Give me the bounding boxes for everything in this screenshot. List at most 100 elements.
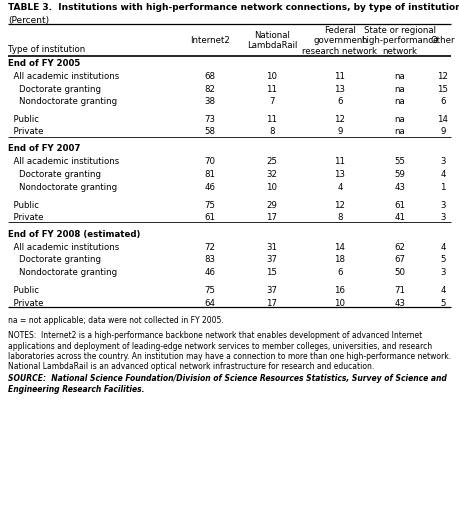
Text: 46: 46 (205, 268, 215, 277)
Text: National
LambdaRail: National LambdaRail (247, 31, 297, 50)
Text: 43: 43 (394, 183, 405, 191)
Text: 43: 43 (394, 299, 405, 307)
Text: Federal
government
research network: Federal government research network (302, 26, 377, 55)
Text: End of FY 2008 (estimated): End of FY 2008 (estimated) (8, 229, 140, 239)
Text: 3: 3 (440, 213, 446, 222)
Text: 73: 73 (205, 115, 215, 124)
Text: State or regional
high-performance
network: State or regional high-performance netwo… (361, 26, 439, 55)
Text: 72: 72 (205, 243, 215, 252)
Text: 15: 15 (437, 85, 448, 93)
Text: 58: 58 (205, 128, 215, 136)
Text: 37: 37 (267, 286, 278, 295)
Text: 5: 5 (440, 255, 446, 265)
Text: End of FY 2007: End of FY 2007 (8, 144, 80, 153)
Text: All academic institutions: All academic institutions (8, 157, 119, 167)
Text: 8: 8 (269, 128, 275, 136)
Text: 4: 4 (440, 243, 446, 252)
Text: 3: 3 (440, 268, 446, 277)
Text: 61: 61 (205, 213, 215, 222)
Text: Internet2: Internet2 (190, 36, 230, 45)
Text: 38: 38 (205, 97, 215, 106)
Text: 3: 3 (440, 201, 446, 209)
Text: 17: 17 (267, 213, 278, 222)
Text: 12: 12 (335, 115, 346, 124)
Text: 41: 41 (394, 213, 405, 222)
Text: 64: 64 (205, 299, 215, 307)
Text: Public: Public (8, 115, 39, 124)
Text: 9: 9 (440, 128, 446, 136)
Text: 7: 7 (269, 97, 275, 106)
Text: Doctorate granting: Doctorate granting (8, 85, 101, 93)
Text: 10: 10 (335, 299, 346, 307)
Text: 17: 17 (267, 299, 278, 307)
Text: 14: 14 (335, 243, 346, 252)
Text: TABLE 3.  Institutions with high-performance network connections, by type of ins: TABLE 3. Institutions with high-performa… (8, 3, 459, 12)
Text: na: na (395, 97, 405, 106)
Text: 5: 5 (440, 299, 446, 307)
Text: Type of institution: Type of institution (8, 46, 85, 54)
Text: 12: 12 (335, 201, 346, 209)
Text: Public: Public (8, 201, 39, 209)
Text: 9: 9 (337, 128, 343, 136)
Text: na: na (395, 85, 405, 93)
Text: 70: 70 (205, 157, 215, 167)
Text: 71: 71 (394, 286, 405, 295)
Text: 4: 4 (440, 286, 446, 295)
Text: 15: 15 (267, 268, 278, 277)
Text: 32: 32 (267, 170, 278, 179)
Text: 67: 67 (394, 255, 405, 265)
Text: na: na (395, 128, 405, 136)
Text: Doctorate granting: Doctorate granting (8, 255, 101, 265)
Text: 4: 4 (440, 170, 446, 179)
Text: 10: 10 (267, 183, 278, 191)
Text: 11: 11 (267, 115, 278, 124)
Text: (Percent): (Percent) (8, 16, 49, 25)
Text: 13: 13 (335, 85, 346, 93)
Text: Private: Private (8, 128, 44, 136)
Text: All academic institutions: All academic institutions (8, 243, 119, 252)
Text: SOURCE:  National Science Foundation/Division of Science Resources Statistics, S: SOURCE: National Science Foundation/Divi… (8, 374, 447, 393)
Text: 11: 11 (335, 157, 346, 167)
Text: 81: 81 (205, 170, 215, 179)
Text: 61: 61 (394, 201, 405, 209)
Text: 3: 3 (440, 157, 446, 167)
Text: 18: 18 (335, 255, 346, 265)
Text: 50: 50 (394, 268, 405, 277)
Text: Public: Public (8, 286, 39, 295)
Text: 46: 46 (205, 183, 215, 191)
Text: 6: 6 (337, 268, 343, 277)
Text: 75: 75 (205, 286, 215, 295)
Text: 29: 29 (267, 201, 277, 209)
Text: 75: 75 (205, 201, 215, 209)
Text: 55: 55 (394, 157, 405, 167)
Text: 6: 6 (337, 97, 343, 106)
Text: Doctorate granting: Doctorate granting (8, 170, 101, 179)
Text: na: na (395, 72, 405, 81)
Text: Other: Other (431, 36, 455, 45)
Text: Private: Private (8, 213, 44, 222)
Text: 8: 8 (337, 213, 343, 222)
Text: Nondoctorate granting: Nondoctorate granting (8, 268, 117, 277)
Text: Private: Private (8, 299, 44, 307)
Text: Nondoctorate granting: Nondoctorate granting (8, 183, 117, 191)
Text: na: na (395, 115, 405, 124)
Text: 83: 83 (205, 255, 215, 265)
Text: na = not applicable; data were not collected in FY 2005.: na = not applicable; data were not colle… (8, 316, 224, 325)
Text: 1: 1 (440, 183, 446, 191)
Text: 11: 11 (335, 72, 346, 81)
Text: 4: 4 (337, 183, 343, 191)
Text: 10: 10 (267, 72, 278, 81)
Text: 31: 31 (267, 243, 278, 252)
Text: 16: 16 (335, 286, 346, 295)
Text: 14: 14 (437, 115, 448, 124)
Text: 13: 13 (335, 170, 346, 179)
Text: 62: 62 (394, 243, 405, 252)
Text: Nondoctorate granting: Nondoctorate granting (8, 97, 117, 106)
Text: NOTES:  Internet2 is a high-performance backbone network that enables developmen: NOTES: Internet2 is a high-performance b… (8, 331, 451, 371)
Text: 6: 6 (440, 97, 446, 106)
Text: 82: 82 (205, 85, 215, 93)
Text: 68: 68 (205, 72, 215, 81)
Text: All academic institutions: All academic institutions (8, 72, 119, 81)
Text: 37: 37 (267, 255, 278, 265)
Text: 25: 25 (267, 157, 278, 167)
